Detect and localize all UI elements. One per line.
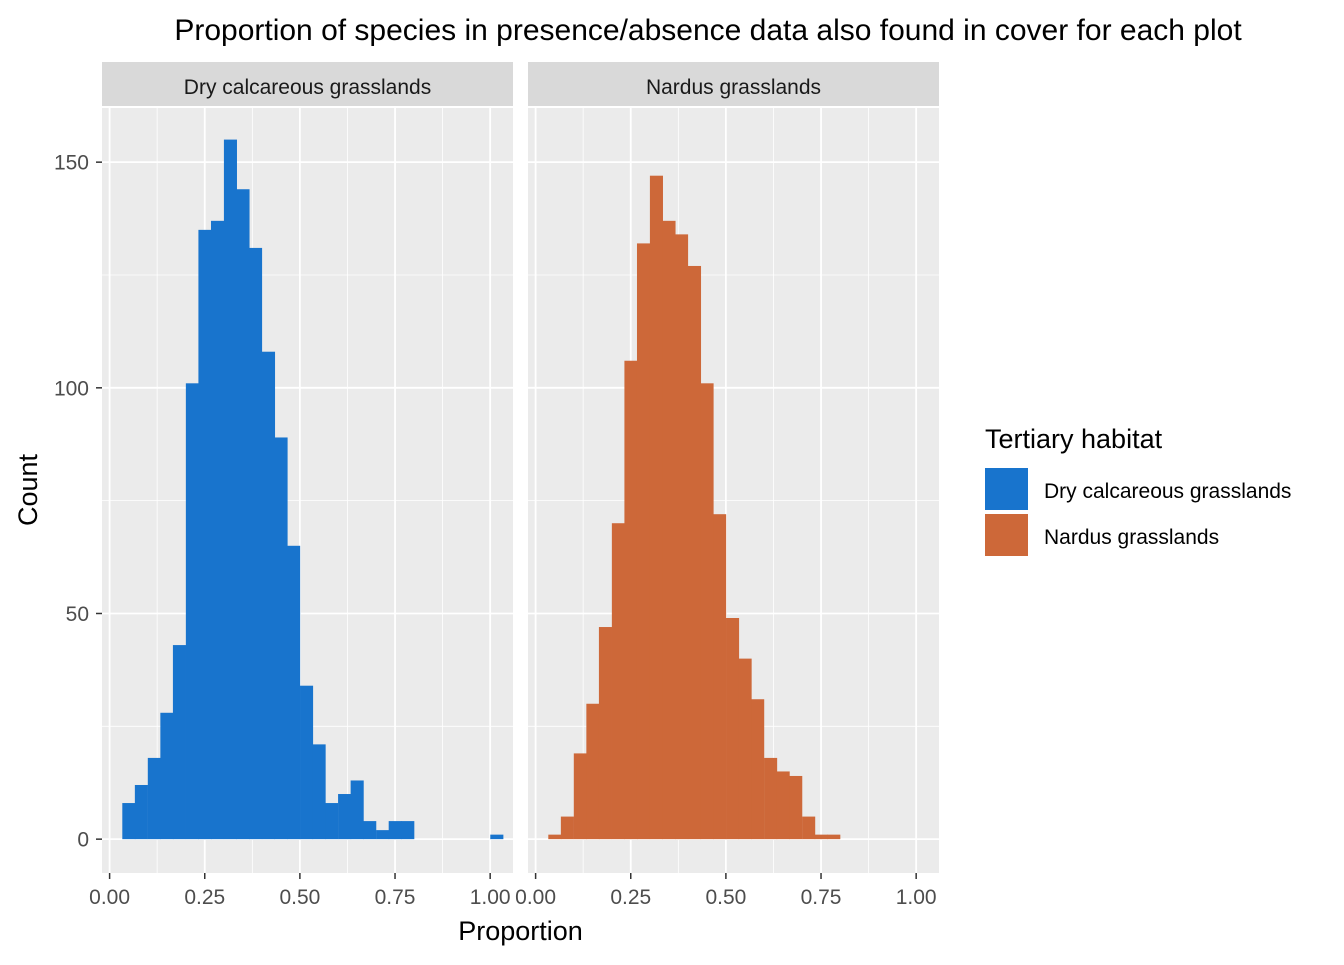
histogram-bar bbox=[490, 834, 504, 840]
histogram-bar bbox=[738, 658, 752, 840]
histogram-bar bbox=[147, 757, 161, 840]
histogram-bar bbox=[274, 437, 288, 840]
x-tick-label: 0.50 bbox=[279, 886, 320, 909]
legend: Tertiary habitat Dry calcareous grasslan… bbox=[985, 424, 1291, 556]
histogram-bar bbox=[814, 834, 828, 840]
histogram-bar bbox=[198, 229, 212, 840]
histogram-bar bbox=[624, 360, 638, 840]
histogram-bar bbox=[802, 816, 816, 840]
y-tick-label: 0 bbox=[77, 829, 89, 852]
x-axis-right: 0.00 0.25 0.50 0.75 1.00 bbox=[515, 873, 937, 909]
x-tick-label: 1.00 bbox=[896, 886, 937, 909]
histogram-bar bbox=[675, 234, 689, 840]
y-tick-label: 50 bbox=[66, 603, 89, 626]
x-tick-label: 0.25 bbox=[610, 886, 651, 909]
facet-strip bbox=[102, 62, 513, 106]
y-tick-label: 100 bbox=[54, 377, 89, 400]
legend-label: Nardus grasslands bbox=[1044, 526, 1219, 549]
histogram-bar bbox=[573, 753, 587, 840]
histogram-bar bbox=[388, 821, 402, 840]
histogram-bar bbox=[687, 265, 702, 840]
x-axis-label: Proportion bbox=[458, 916, 583, 946]
histogram-bar bbox=[611, 523, 625, 840]
facet-panel-dry-calcareous: Dry calcareous grasslands bbox=[102, 62, 513, 873]
x-tick-label: 0.00 bbox=[89, 886, 130, 909]
histogram-bar bbox=[134, 784, 148, 840]
histogram-bar bbox=[338, 794, 352, 840]
histogram-bar bbox=[122, 803, 136, 840]
x-tick-label: 0.50 bbox=[705, 886, 746, 909]
facet-strip bbox=[528, 62, 939, 106]
histogram-bar bbox=[789, 775, 803, 840]
histogram-bar bbox=[249, 247, 263, 840]
histogram-bar bbox=[350, 780, 364, 840]
histogram-bar bbox=[236, 189, 250, 840]
histogram-bar bbox=[700, 383, 714, 840]
y-axis: 0 50 100 150 bbox=[54, 152, 102, 852]
histogram-bar bbox=[325, 803, 339, 840]
x-tick-label: 0.25 bbox=[184, 886, 225, 909]
histogram-bar bbox=[160, 712, 174, 840]
chart-title: Proportion of species in presence/absenc… bbox=[174, 14, 1242, 47]
histogram-bar bbox=[713, 514, 727, 840]
histogram-bar bbox=[726, 618, 740, 840]
histogram-bar bbox=[172, 645, 186, 840]
histogram-bar bbox=[598, 627, 612, 840]
histogram-bar bbox=[185, 383, 199, 840]
facet-strip-label: Nardus grasslands bbox=[646, 76, 821, 99]
x-tick-label: 0.75 bbox=[375, 886, 416, 909]
histogram-bar bbox=[548, 834, 562, 840]
legend-key-nardus bbox=[985, 514, 1028, 556]
histogram-bar bbox=[776, 771, 790, 840]
histogram-bar bbox=[560, 816, 574, 840]
histogram-bar bbox=[401, 821, 415, 840]
legend-key-dry bbox=[985, 468, 1028, 510]
x-axis-left: 0.00 0.25 0.50 0.75 1.00 bbox=[89, 873, 511, 909]
histogram-bars bbox=[548, 175, 841, 840]
legend-title: Tertiary habitat bbox=[985, 424, 1163, 454]
x-tick-label: 0.75 bbox=[801, 886, 842, 909]
facet-panel-nardus: Nardus grasslands bbox=[528, 62, 939, 873]
histogram-bar bbox=[586, 703, 600, 840]
histogram-bar bbox=[751, 699, 765, 840]
histogram-bar bbox=[210, 220, 225, 840]
histogram-bar bbox=[223, 139, 237, 840]
histogram-bar bbox=[363, 821, 377, 840]
histogram-bar bbox=[312, 744, 326, 840]
x-tick-label: 1.00 bbox=[470, 886, 511, 909]
histogram-bar bbox=[261, 351, 276, 840]
legend-entry: Dry calcareous grasslands bbox=[985, 468, 1291, 510]
legend-label: Dry calcareous grasslands bbox=[1044, 480, 1291, 503]
histogram-bar bbox=[827, 834, 841, 840]
histogram-bar bbox=[287, 545, 301, 840]
histogram-bar bbox=[764, 757, 778, 840]
legend-entry: Nardus grasslands bbox=[985, 514, 1219, 556]
x-tick-label: 0.00 bbox=[515, 886, 556, 909]
histogram-bar bbox=[636, 243, 651, 840]
facet-strip-label: Dry calcareous grasslands bbox=[184, 76, 431, 99]
histogram-bar bbox=[649, 175, 663, 840]
histogram-bar bbox=[300, 685, 314, 840]
histogram-bar bbox=[662, 220, 676, 840]
y-tick-label: 150 bbox=[54, 152, 89, 175]
y-axis-label: Count bbox=[13, 453, 43, 526]
histogram-bars bbox=[122, 139, 504, 840]
histogram-bar bbox=[376, 830, 390, 840]
